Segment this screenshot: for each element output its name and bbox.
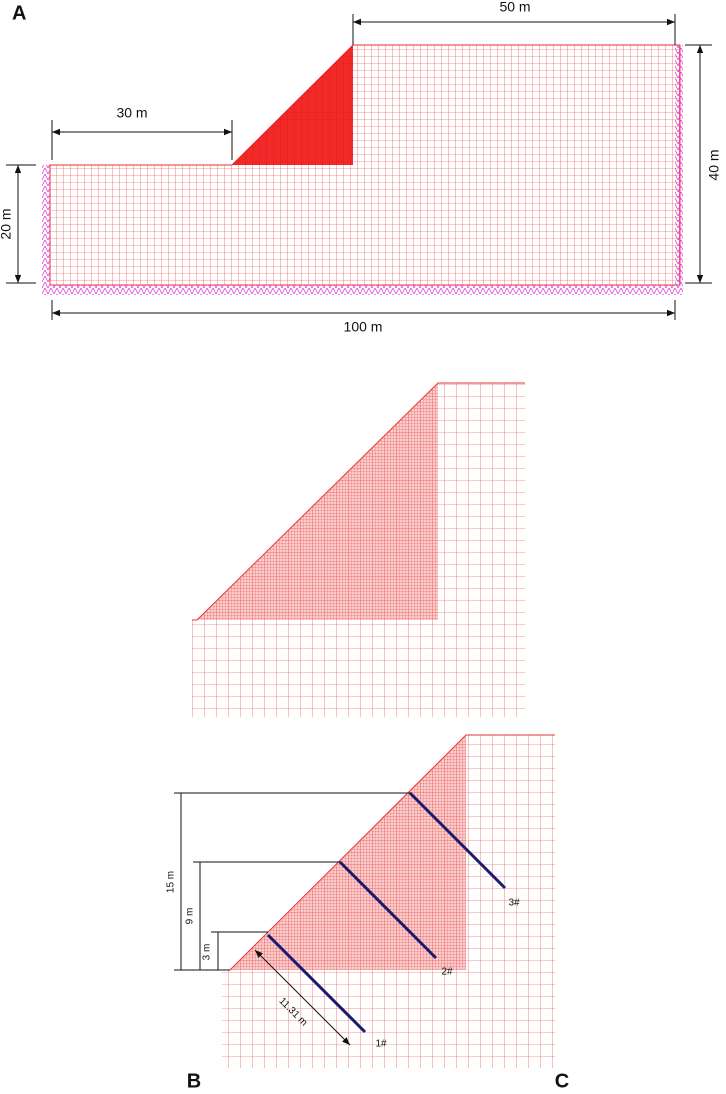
mesh-b [192,382,525,717]
anchor-label: 1# [375,1039,387,1050]
dimension-label: 30 m [116,105,147,121]
dimension-label: 20 m [0,208,14,239]
dimension-label: 50 m [499,0,530,15]
dimension-label: 15 m [166,871,177,893]
anchor-label: 2# [441,967,453,978]
anchor-label: 3# [508,898,520,909]
mesh-c [222,734,555,1068]
dimensions-c [174,792,410,1046]
mesh-a [42,44,683,295]
dimensions-a [6,14,712,320]
panel-label: A [12,2,26,24]
dimension-label: 3 m [202,944,213,961]
dimension-label: 9 m [185,908,196,925]
panel-label: C [555,1070,569,1092]
dimension-label: 40 m [706,149,722,180]
panel-label: B [187,1070,201,1092]
dimension-label: 100 m [344,319,383,335]
